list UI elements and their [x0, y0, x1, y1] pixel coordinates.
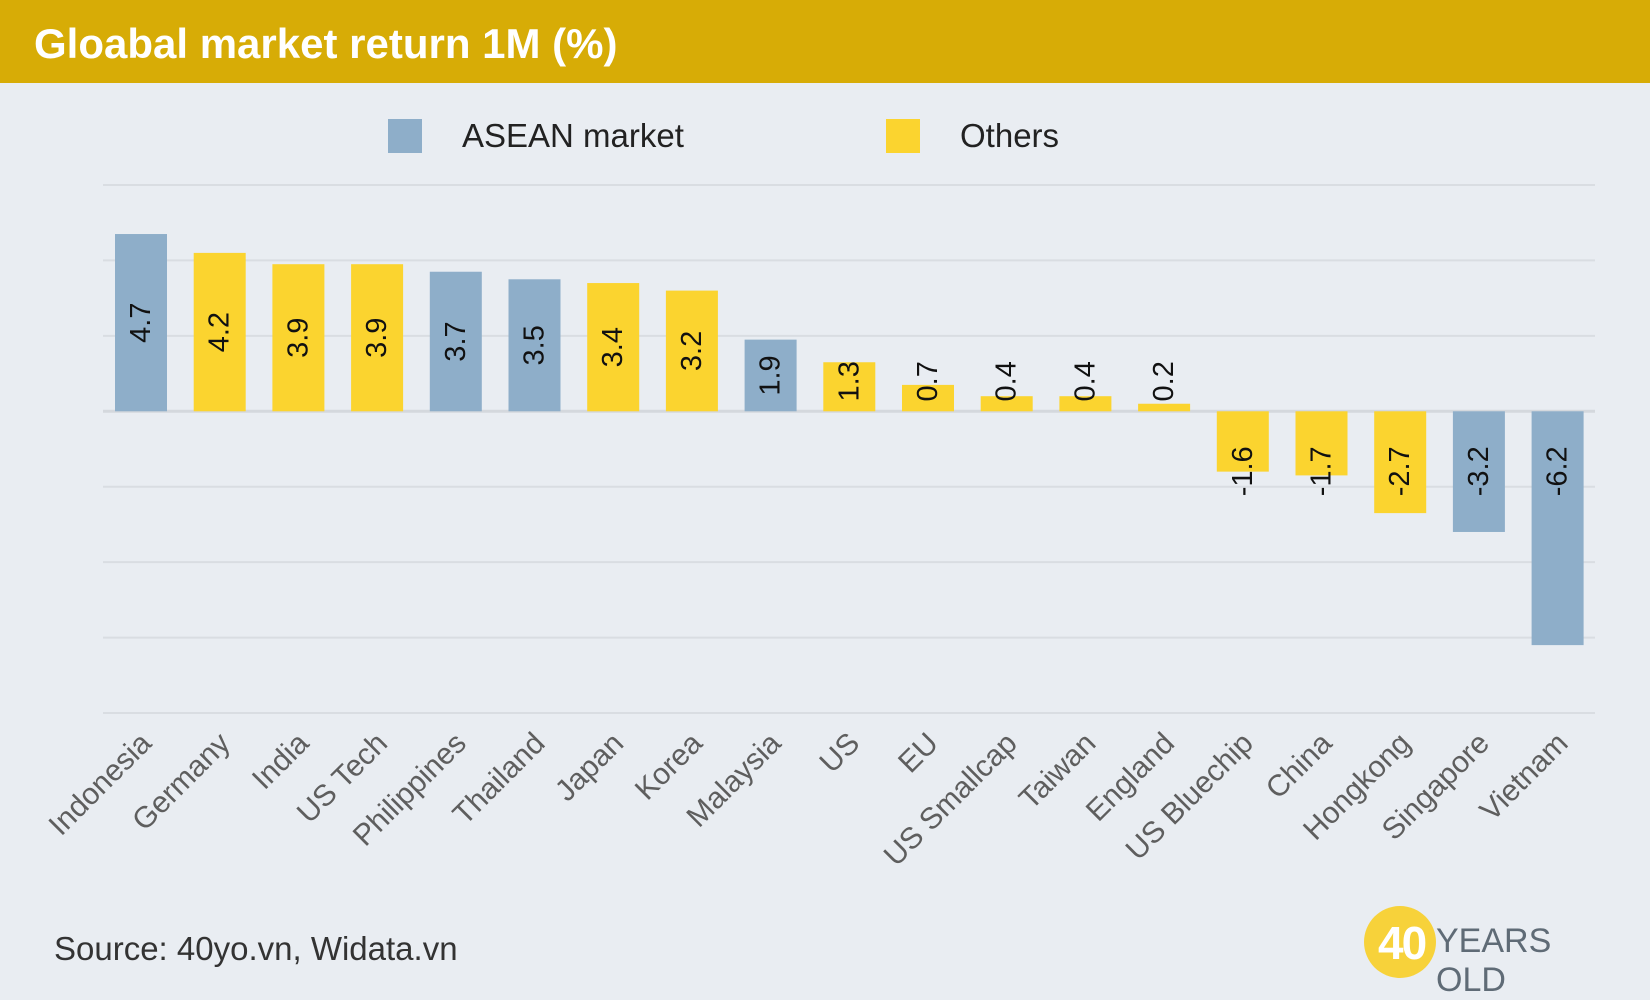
bar — [1374, 411, 1427, 514]
brand-logo: 40 YEARS OLD — [1364, 906, 1624, 999]
category-label: Vietnam — [1474, 727, 1575, 828]
bar — [1531, 411, 1584, 646]
data-label: 4.2 — [204, 312, 236, 352]
data-label: -6.2 — [1542, 446, 1574, 496]
data-label: 3.7 — [440, 321, 472, 361]
title-bar: Gloabal market return 1M (%) — [0, 0, 1650, 83]
legend: ASEAN market Others — [0, 112, 1650, 160]
bar — [587, 283, 640, 412]
data-label: 1.3 — [833, 361, 865, 401]
bar — [1138, 403, 1191, 412]
bar — [115, 234, 167, 412]
data-label: 3.9 — [361, 318, 393, 358]
data-label: 3.9 — [282, 318, 314, 358]
data-label: 4.7 — [125, 302, 157, 342]
data-label: 0.4 — [1069, 361, 1101, 401]
bar — [1216, 411, 1269, 472]
data-label: 1.9 — [755, 355, 787, 395]
legend-item-asean: ASEAN market — [388, 112, 684, 160]
bar — [1059, 396, 1112, 412]
data-label: -3.2 — [1463, 446, 1495, 496]
bar — [744, 339, 797, 412]
data-label: 0.2 — [1148, 361, 1180, 401]
data-label: 0.7 — [912, 361, 944, 401]
legend-item-others: Others — [886, 112, 1059, 160]
legend-label-others: Others — [960, 117, 1060, 154]
bar — [351, 264, 404, 412]
data-label: 3.5 — [519, 325, 551, 365]
bar — [1295, 411, 1348, 476]
data-label: -1.7 — [1306, 446, 1338, 496]
chart-title: Gloabal market return 1M (%) — [34, 20, 618, 67]
category-label: US — [813, 727, 866, 780]
brand-number: 40 — [1378, 917, 1427, 969]
legend-label-asean: ASEAN market — [462, 117, 684, 154]
bar — [193, 252, 246, 412]
bar — [902, 384, 954, 412]
legend-swatch-others — [886, 119, 920, 153]
bar — [823, 362, 876, 412]
data-label: 3.2 — [676, 331, 708, 371]
bar — [1452, 411, 1505, 532]
category-label: Japan — [549, 727, 630, 808]
bar — [508, 279, 561, 412]
data-label: -2.7 — [1384, 446, 1416, 496]
source-note: Source: 40yo.vn, Widata.vn — [54, 930, 458, 967]
brand-text: YEARS OLD — [1436, 922, 1552, 999]
data-label: 3.4 — [597, 327, 629, 367]
data-label: 0.4 — [991, 361, 1023, 401]
data-label: -1.6 — [1227, 446, 1259, 496]
legend-swatch-asean — [388, 119, 422, 153]
bar — [272, 264, 325, 412]
category-label: EU — [892, 727, 945, 780]
bar — [429, 271, 482, 412]
bar — [665, 290, 718, 412]
brand-circle — [1364, 906, 1436, 978]
category-label: India — [246, 726, 316, 796]
bar — [980, 396, 1033, 412]
